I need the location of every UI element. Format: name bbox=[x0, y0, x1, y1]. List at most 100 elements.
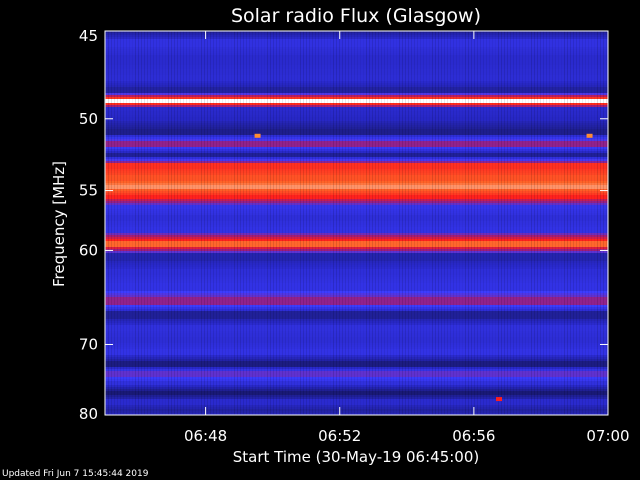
time-striation bbox=[489, 31, 490, 415]
time-striation bbox=[357, 31, 358, 415]
time-striation bbox=[510, 31, 511, 415]
heatmap-row bbox=[105, 343, 608, 345]
time-striation bbox=[408, 31, 409, 415]
heatmap-row bbox=[105, 265, 608, 267]
time-striation bbox=[525, 31, 526, 415]
heatmap-row bbox=[105, 179, 608, 181]
time-striation bbox=[585, 31, 586, 415]
time-striation bbox=[594, 31, 595, 415]
plot-frame bbox=[104, 30, 609, 416]
heatmap-row bbox=[105, 185, 608, 187]
time-striation bbox=[495, 31, 496, 415]
heatmap-row bbox=[105, 353, 608, 355]
heatmap-row bbox=[105, 369, 608, 371]
heatmap-row bbox=[105, 347, 608, 349]
time-striation bbox=[141, 31, 142, 415]
time-striation bbox=[582, 31, 583, 415]
time-striation bbox=[393, 31, 394, 415]
time-striation bbox=[537, 31, 538, 415]
time-striation bbox=[477, 31, 478, 415]
heatmap-row bbox=[105, 309, 608, 311]
heatmap-row bbox=[105, 407, 608, 409]
y-tick-label: 55 bbox=[79, 182, 98, 200]
time-striation bbox=[225, 31, 226, 415]
heatmap-row bbox=[105, 33, 608, 35]
burst-spot bbox=[254, 133, 261, 138]
heatmap-row bbox=[105, 229, 608, 231]
heatmap-row bbox=[105, 325, 608, 327]
heatmap-row bbox=[105, 99, 608, 101]
heatmap-row bbox=[105, 231, 608, 233]
heatmap-row bbox=[105, 257, 608, 259]
heatmap-row bbox=[105, 267, 608, 269]
time-striation bbox=[267, 31, 268, 415]
time-striation bbox=[354, 31, 355, 415]
heatmap-row bbox=[105, 197, 608, 199]
heatmap-row bbox=[105, 135, 608, 137]
time-striation bbox=[147, 31, 148, 415]
heatmap-row bbox=[105, 183, 608, 185]
time-striation bbox=[117, 31, 118, 415]
time-striation bbox=[297, 31, 298, 415]
time-striation bbox=[360, 31, 361, 415]
heatmap-row bbox=[105, 63, 608, 65]
heatmap-row bbox=[105, 233, 608, 235]
time-striation bbox=[597, 31, 598, 415]
heatmap-row bbox=[105, 247, 608, 249]
heatmap-row bbox=[105, 39, 608, 41]
heatmap-row bbox=[105, 341, 608, 343]
heatmap-row bbox=[105, 87, 608, 89]
heatmap-row bbox=[105, 293, 608, 295]
time-striation bbox=[135, 31, 136, 415]
time-striation bbox=[198, 31, 199, 415]
time-striation bbox=[129, 31, 130, 415]
heatmap-row bbox=[105, 105, 608, 107]
time-striation bbox=[138, 31, 139, 415]
heatmap-row bbox=[105, 133, 608, 135]
heatmap-row bbox=[105, 235, 608, 237]
heatmap-row bbox=[105, 43, 608, 45]
heatmap-row bbox=[105, 45, 608, 47]
time-striation bbox=[282, 31, 283, 415]
time-striation bbox=[366, 31, 367, 415]
time-striation bbox=[240, 31, 241, 415]
heatmap-row bbox=[105, 331, 608, 333]
heatmap-row bbox=[105, 109, 608, 111]
heatmap-row bbox=[105, 397, 608, 399]
heatmap-row bbox=[105, 49, 608, 51]
heatmap-row bbox=[105, 207, 608, 209]
time-striation bbox=[459, 31, 460, 415]
heatmap-row bbox=[105, 365, 608, 367]
heatmap-row bbox=[105, 315, 608, 317]
time-striation bbox=[273, 31, 274, 415]
time-striation bbox=[108, 31, 109, 415]
time-striation bbox=[276, 31, 277, 415]
x-axis-label: Start Time (30-May-19 06:45:00) bbox=[233, 448, 479, 466]
time-striation bbox=[498, 31, 499, 415]
time-striation bbox=[447, 31, 448, 415]
heatmap-row bbox=[105, 411, 608, 413]
time-striation bbox=[168, 31, 169, 415]
heatmap-row bbox=[105, 399, 608, 401]
time-striation bbox=[261, 31, 262, 415]
time-striation bbox=[300, 31, 301, 415]
heatmap-row bbox=[105, 317, 608, 319]
heatmap-row bbox=[105, 249, 608, 251]
updated-timestamp: Updated Fri Jun 7 15:45:44 2019 bbox=[2, 469, 149, 479]
heatmap-row bbox=[105, 199, 608, 201]
time-striation bbox=[375, 31, 376, 415]
heatmap-row bbox=[105, 167, 608, 169]
time-striation bbox=[183, 31, 184, 415]
time-striation bbox=[513, 31, 514, 415]
time-striation bbox=[558, 31, 559, 415]
heatmap-row bbox=[105, 189, 608, 191]
heatmap-row bbox=[105, 75, 608, 77]
time-striation bbox=[396, 31, 397, 415]
time-striation bbox=[219, 31, 220, 415]
heatmap-row bbox=[105, 139, 608, 141]
time-striation bbox=[483, 31, 484, 415]
heatmap-row bbox=[105, 243, 608, 245]
heatmap-row bbox=[105, 157, 608, 159]
time-striation bbox=[435, 31, 436, 415]
heatmap-row bbox=[105, 379, 608, 381]
